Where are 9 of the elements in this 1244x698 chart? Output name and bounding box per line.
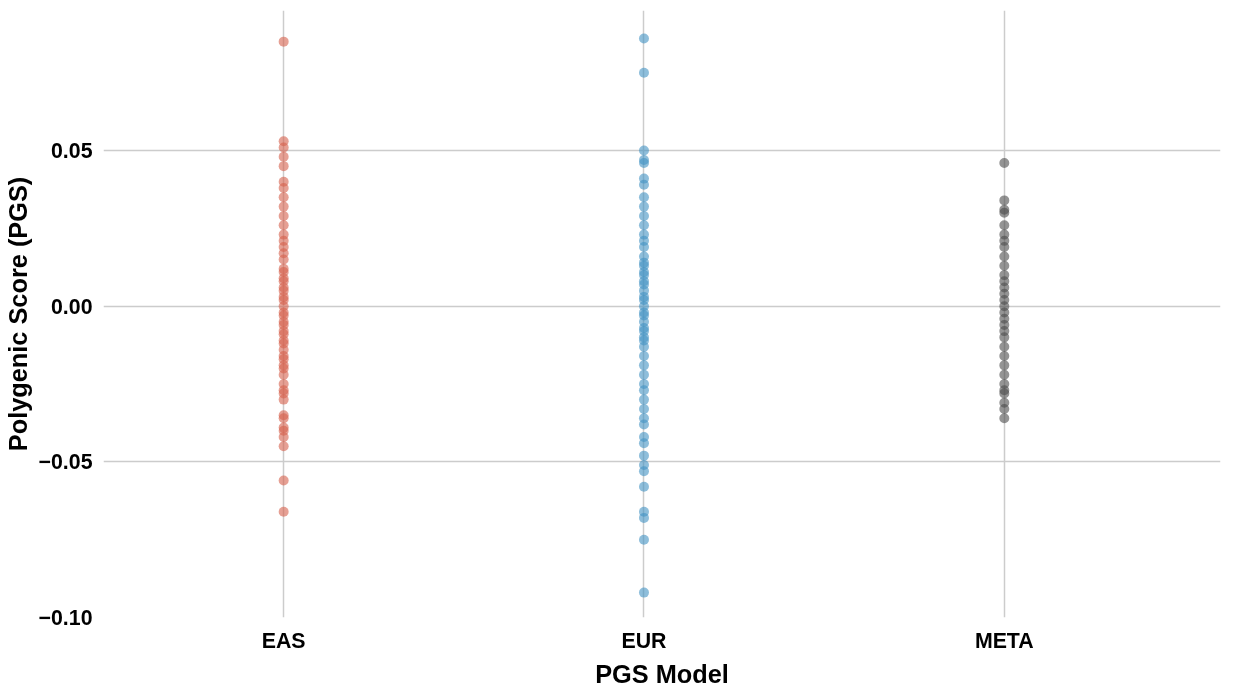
x-tick-label: EUR <box>621 628 667 653</box>
x-tick-label: META <box>974 628 1034 653</box>
x-tick-label: EAS <box>261 628 306 653</box>
y-tick-label: 0.00 <box>50 294 93 319</box>
y-axis-title: Polygenic Score (PGS) <box>3 176 32 452</box>
y-tick-label: −0.10 <box>38 606 93 630</box>
y-tick-label: 0.05 <box>50 139 93 164</box>
y-tick-label: −0.05 <box>38 450 93 475</box>
x-axis-title: PGS Model <box>595 659 729 688</box>
